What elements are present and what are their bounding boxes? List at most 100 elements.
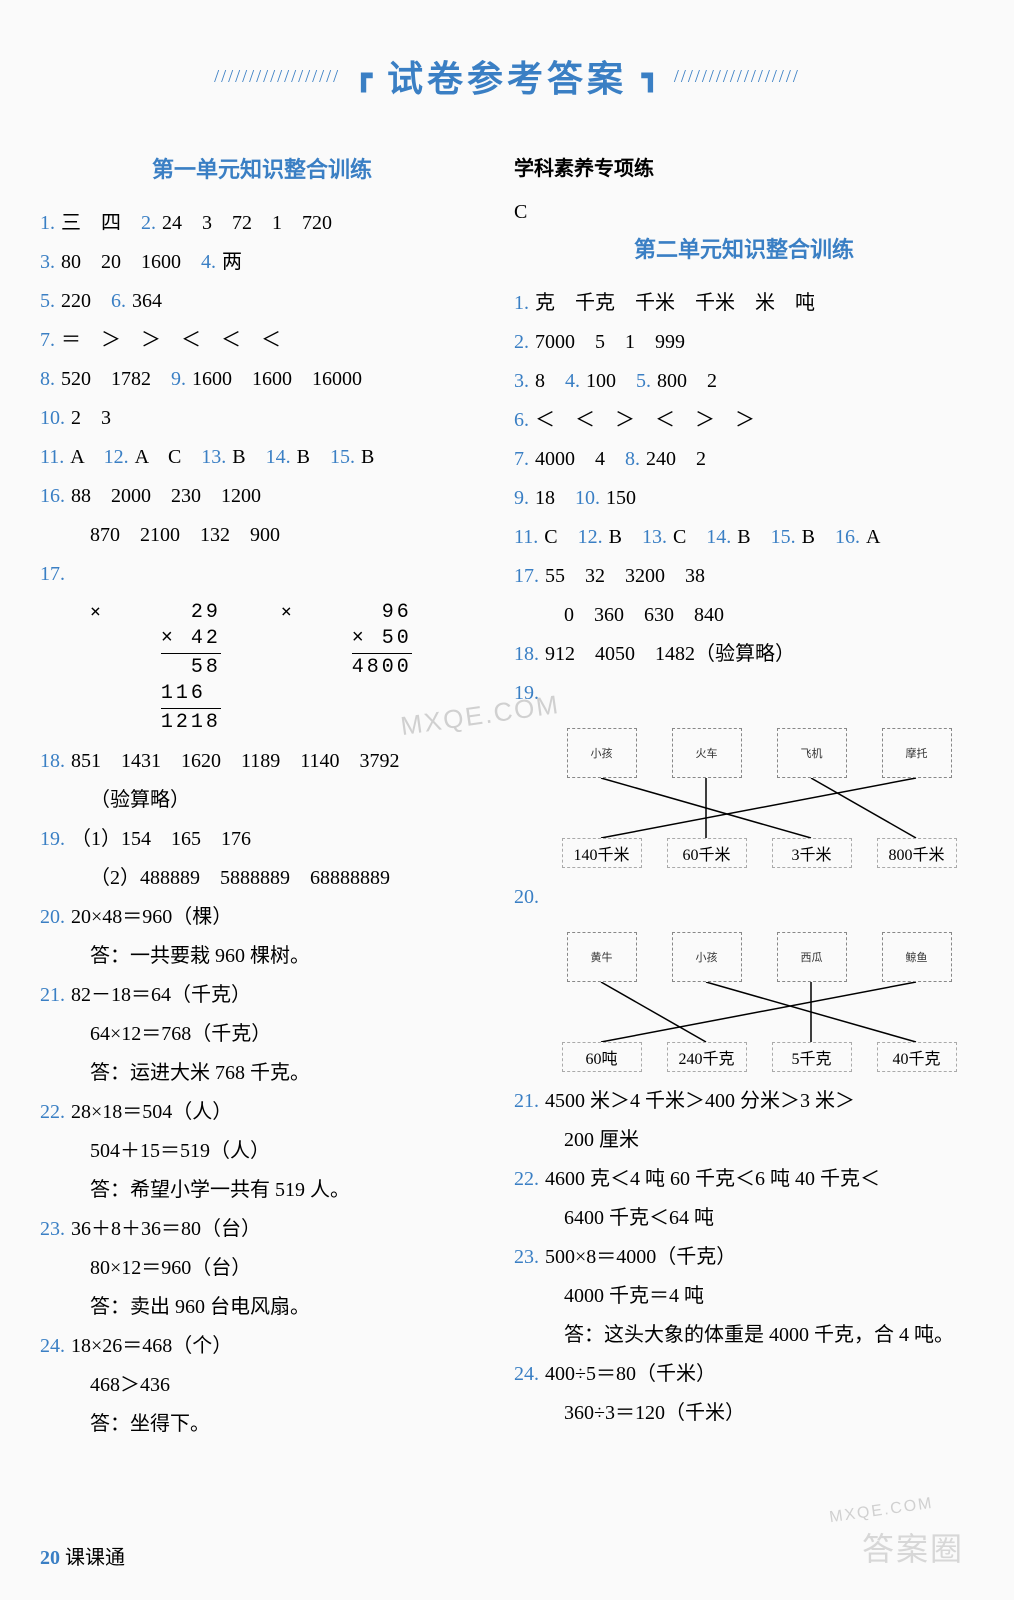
answer-line: 19. bbox=[514, 674, 974, 713]
answer-text: 4500 米＞4 千米＞400 分米＞3 米＞ bbox=[545, 1082, 855, 1121]
watermark-2: MXQE.COM bbox=[828, 1495, 934, 1527]
question-number: 12. bbox=[104, 438, 129, 477]
answer-text: 答：希望小学一共有 519 人。 bbox=[90, 1171, 350, 1210]
answer-line: 21.82－18＝64（千克） bbox=[40, 976, 484, 1015]
question-number: 10. bbox=[40, 399, 65, 438]
question-number: 15. bbox=[330, 438, 355, 477]
columns: 第一单元知识整合训练 1.三 四 2.24 3 72 1 7203.80 20 … bbox=[40, 152, 974, 1444]
slashes-left: ////////////////// bbox=[214, 66, 340, 87]
question-number: 18. bbox=[40, 742, 65, 781]
answer-line: 22.4600 克＜4 吨 60 千克＜6 吨 40 千克＜ bbox=[514, 1160, 974, 1199]
question-number: 3. bbox=[514, 362, 529, 401]
answer-line: 360÷3＝120（千米） bbox=[514, 1394, 974, 1433]
answer-text: 克 千克 千米 千米 米 吨 bbox=[535, 284, 815, 323]
bracket-left: ┏ bbox=[355, 59, 372, 93]
answer-line: 3.80 20 1600 4.两 bbox=[40, 243, 484, 282]
diagram-icon: 摩托 bbox=[882, 728, 952, 778]
question-number: 7. bbox=[514, 440, 529, 479]
answer-line: 答：一共要栽 960 棵树。 bbox=[40, 937, 484, 976]
answer-line: 11.C 12.B 13.C 14.B 15.B 16.A bbox=[514, 518, 974, 557]
answer-text: 三 四 bbox=[61, 204, 141, 243]
answer-line: 23.36＋8＋36＝80（台） bbox=[40, 1210, 484, 1249]
answer-text: 7000 5 1 999 bbox=[535, 323, 685, 362]
answer-text: 1600 1600 16000 bbox=[192, 360, 362, 399]
diagram-label: 140千米 bbox=[562, 838, 642, 868]
answer-text: 88 2000 230 1200 bbox=[71, 477, 261, 516]
answer-text: 851 1431 1620 1189 1140 3792 bbox=[71, 742, 400, 781]
question-number: 4. bbox=[201, 243, 216, 282]
vertical-calculation: 96× 504800 bbox=[352, 600, 412, 681]
answer-text: 0 360 630 840 bbox=[564, 596, 724, 635]
question-number: 17. bbox=[40, 555, 65, 594]
diagram-icon: 火车 bbox=[672, 728, 742, 778]
question-number: 23. bbox=[514, 1238, 539, 1277]
question-number: 24. bbox=[40, 1327, 65, 1366]
answer-text: 64×12＝768（千克） bbox=[90, 1015, 271, 1054]
question-number: 14. bbox=[266, 438, 291, 477]
answer-line: 18.851 1431 1620 1189 1140 3792 bbox=[40, 742, 484, 781]
answer-text: 100 bbox=[586, 362, 636, 401]
diagram-icon: 西瓜 bbox=[777, 932, 847, 982]
answer-text: 4000 千克＝4 吨 bbox=[564, 1277, 704, 1316]
vertical-calculation: 29× 42 58116 1218 bbox=[161, 600, 221, 736]
right-sub-answer: C bbox=[514, 193, 527, 232]
answer-line: 870 2100 132 900 bbox=[40, 516, 484, 555]
answer-line: 19.（1）154 165 176 bbox=[40, 820, 484, 859]
answer-text: 6400 千克＜64 吨 bbox=[564, 1199, 714, 1238]
answer-text: ＜ ＜ ＞ ＜ ＞ ＞ bbox=[535, 401, 755, 440]
question-number: 9. bbox=[514, 479, 529, 518]
page-number: 20 bbox=[40, 1547, 60, 1569]
question-number: 1. bbox=[40, 204, 55, 243]
question-number: 21. bbox=[40, 976, 65, 1015]
question-number: 15. bbox=[771, 518, 796, 557]
answer-line: 16.88 2000 230 1200 bbox=[40, 477, 484, 516]
answer-line: 10.2 3 bbox=[40, 399, 484, 438]
question-number: 16. bbox=[40, 477, 65, 516]
answer-line: 答：坐得下。 bbox=[40, 1405, 484, 1444]
diagram-label: 240千克 bbox=[667, 1042, 747, 1072]
answer-text: 800 2 bbox=[657, 362, 717, 401]
question-number: 10. bbox=[575, 479, 600, 518]
answer-text: 答：卖出 960 台电风扇。 bbox=[90, 1288, 310, 1327]
answer-text: 240 2 bbox=[646, 440, 706, 479]
answer-line: 17.55 32 3200 38 bbox=[514, 557, 974, 596]
bracket-right: ┓ bbox=[642, 59, 659, 93]
answer-text: 468＞436 bbox=[90, 1366, 170, 1405]
matching-diagram: 黄牛小孩西瓜鲸鱼60吨240千克5千克40千克 bbox=[544, 927, 974, 1077]
answer-text: A C bbox=[135, 438, 202, 477]
question-number: 8. bbox=[625, 440, 640, 479]
answer-line: 80×12＝960（台） bbox=[40, 1249, 484, 1288]
question-number: 12. bbox=[578, 518, 603, 557]
question-number: 24. bbox=[514, 1355, 539, 1394]
answer-line: 11.A 12.A C 13.B 14.B 15.B bbox=[40, 438, 484, 477]
answer-text: C bbox=[544, 518, 577, 557]
answer-text: 28×18＝504（人） bbox=[71, 1093, 232, 1132]
answer-line: 1.三 四 2.24 3 72 1 720 bbox=[40, 204, 484, 243]
question-number: 17. bbox=[514, 557, 539, 596]
answer-text: 4000 4 bbox=[535, 440, 625, 479]
question-number: 3. bbox=[40, 243, 55, 282]
answer-text: 500×8＝4000（千克） bbox=[545, 1238, 736, 1277]
answer-line: （验算略） bbox=[40, 781, 484, 820]
diagram-icon: 黄牛 bbox=[567, 932, 637, 982]
answer-text: （1）154 165 176 bbox=[71, 820, 251, 859]
answer-text: 80×12＝960（台） bbox=[90, 1249, 251, 1288]
question-number: 22. bbox=[514, 1160, 539, 1199]
question-number: 21. bbox=[514, 1082, 539, 1121]
answer-line: 468＞436 bbox=[40, 1366, 484, 1405]
answer-line: 17. bbox=[40, 555, 484, 594]
answer-line: 5.220 6.364 bbox=[40, 282, 484, 321]
column-right: 学科素养专项练 C 第二单元知识整合训练 1.克 千克 千米 千米 米 吨2.7… bbox=[514, 152, 974, 1444]
answer-text: B bbox=[802, 518, 835, 557]
diagram-label: 40千克 bbox=[877, 1042, 957, 1072]
right-section-title: 第二单元知识整合训练 bbox=[514, 232, 974, 264]
answer-text: 20×48＝960（棵） bbox=[71, 898, 232, 937]
question-number: 16. bbox=[835, 518, 860, 557]
answer-line: 1.克 千克 千米 千米 米 吨 bbox=[514, 284, 974, 323]
answer-text: ＝ ＞ ＞ ＜ ＜ ＜ bbox=[61, 321, 281, 360]
answer-text: 364 bbox=[132, 282, 162, 321]
question-number: 23. bbox=[40, 1210, 65, 1249]
watermark-3: 答案圈 bbox=[862, 1524, 964, 1570]
diagram-label: 60千米 bbox=[667, 838, 747, 868]
question-number: 11. bbox=[40, 438, 64, 477]
